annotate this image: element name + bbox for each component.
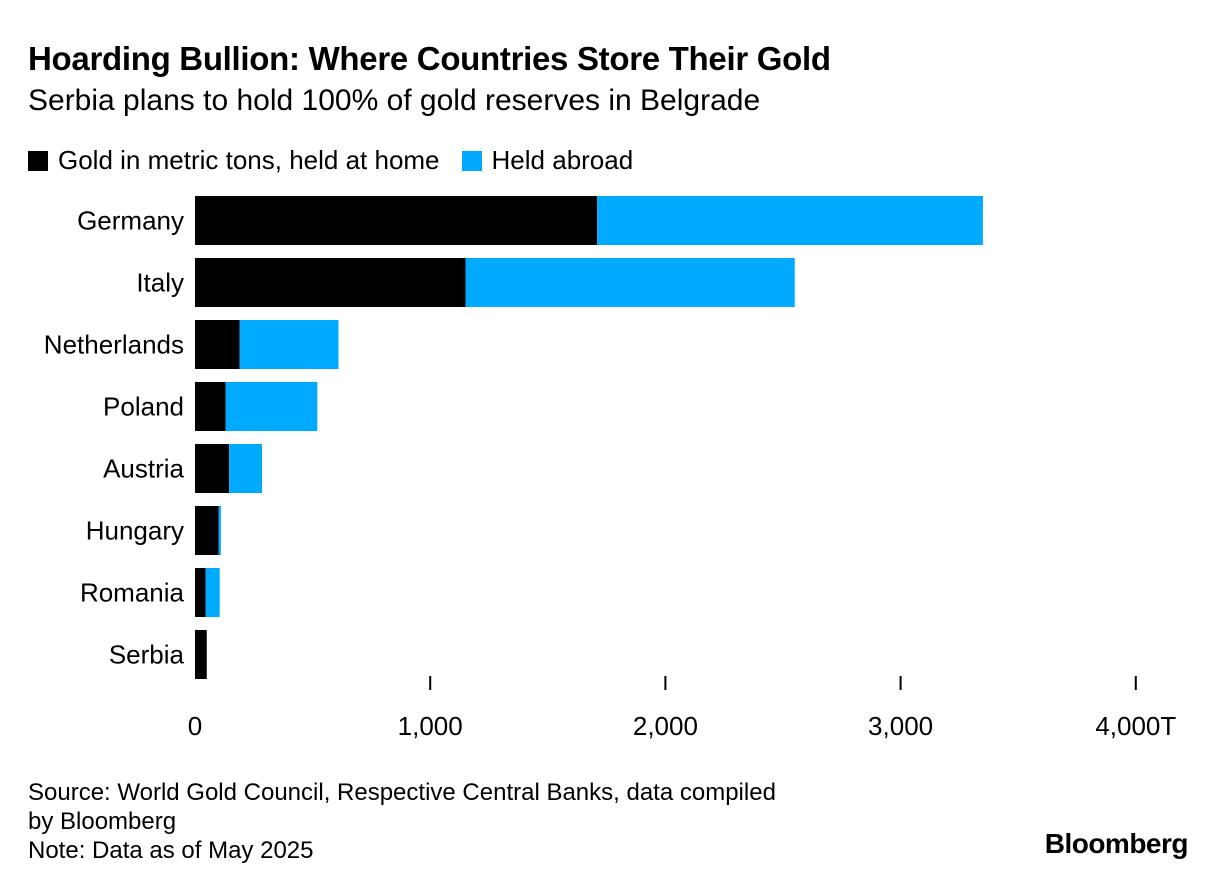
legend: Gold in metric tons, held at home Held a…: [28, 145, 655, 176]
x-tick-label: 0: [188, 711, 202, 741]
bar-home: [195, 196, 598, 245]
category-label: Hungary: [86, 516, 184, 546]
bar-chart: Germany Italy Netherlands Poland Austria Hung…: [44, 196, 1176, 741]
source-line-2: by Bloomberg: [28, 808, 177, 835]
category-label: Netherlands: [44, 330, 184, 360]
source-line-1: Source: World Gold Council, Respective C…: [28, 779, 776, 806]
bar-home: [195, 444, 230, 493]
category-label: Austria: [103, 454, 184, 484]
chart-title: Hoarding Bullion: Where Countries Store …: [28, 40, 831, 77]
category-label: Romania: [80, 578, 185, 608]
bar-home: [195, 630, 207, 679]
bar-abroad: [465, 258, 795, 307]
category-label: Serbia: [109, 640, 185, 670]
legend-item-home: Gold in metric tons, held at home: [28, 145, 440, 176]
bloomberg-logo: Bloomberg: [1044, 828, 1189, 859]
x-tick-label: 3,000: [868, 711, 933, 741]
source-note: Source: World Gold Council, Respective C…: [28, 778, 776, 865]
chart-subtitle: Serbia plans to hold 100% of gold reserv…: [28, 84, 761, 117]
bar-home: [195, 320, 240, 369]
bar-abroad: [218, 506, 221, 555]
x-tick-label: 2,000: [633, 711, 698, 741]
bar-abroad: [205, 568, 220, 617]
bar-abroad: [239, 320, 339, 369]
legend-item-abroad: Held abroad: [461, 145, 634, 176]
category-label: Poland: [103, 392, 184, 422]
category-label: Germany: [77, 206, 184, 236]
data-note: Note: Data as of May 2025: [28, 837, 314, 864]
legend-swatch-abroad: [461, 150, 482, 171]
legend-label-abroad: Held abroad: [491, 145, 634, 175]
legend-label-home: Gold in metric tons, held at home: [58, 145, 440, 175]
category-label: Italy: [136, 268, 184, 298]
x-tick-label: 1,000: [398, 711, 463, 741]
bar-abroad: [225, 382, 318, 431]
x-tick-label: 4,000T: [1095, 711, 1176, 741]
bar-home: [195, 382, 226, 431]
bar-abroad: [229, 444, 263, 493]
bar-home: [195, 258, 466, 307]
bar-abroad: [597, 196, 983, 245]
legend-swatch-home: [28, 150, 48, 171]
bar-home: [195, 568, 206, 617]
bar-home: [195, 506, 219, 555]
